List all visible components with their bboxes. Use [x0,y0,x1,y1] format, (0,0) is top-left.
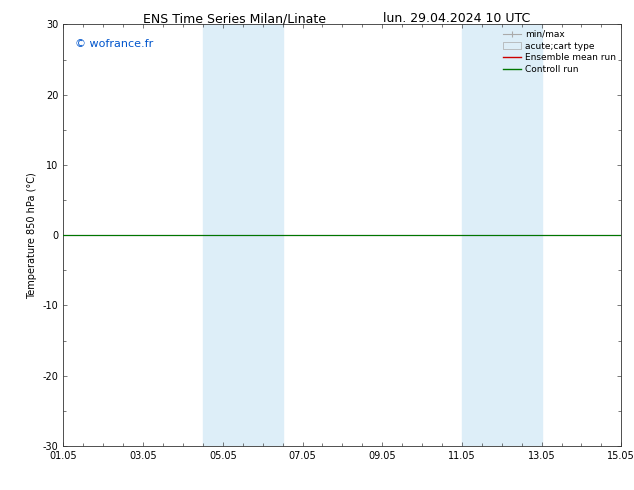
Text: © wofrance.fr: © wofrance.fr [75,39,153,49]
Legend: min/max, acute;cart type, Ensemble mean run, Controll run: min/max, acute;cart type, Ensemble mean … [500,26,619,77]
Text: ENS Time Series Milan/Linate: ENS Time Series Milan/Linate [143,12,326,25]
Bar [203,24,283,446]
Y-axis label: Temperature 850 hPa (°C): Temperature 850 hPa (°C) [27,172,37,298]
Text: lun. 29.04.2024 10 UTC: lun. 29.04.2024 10 UTC [383,12,530,25]
Bar [462,24,541,446]
